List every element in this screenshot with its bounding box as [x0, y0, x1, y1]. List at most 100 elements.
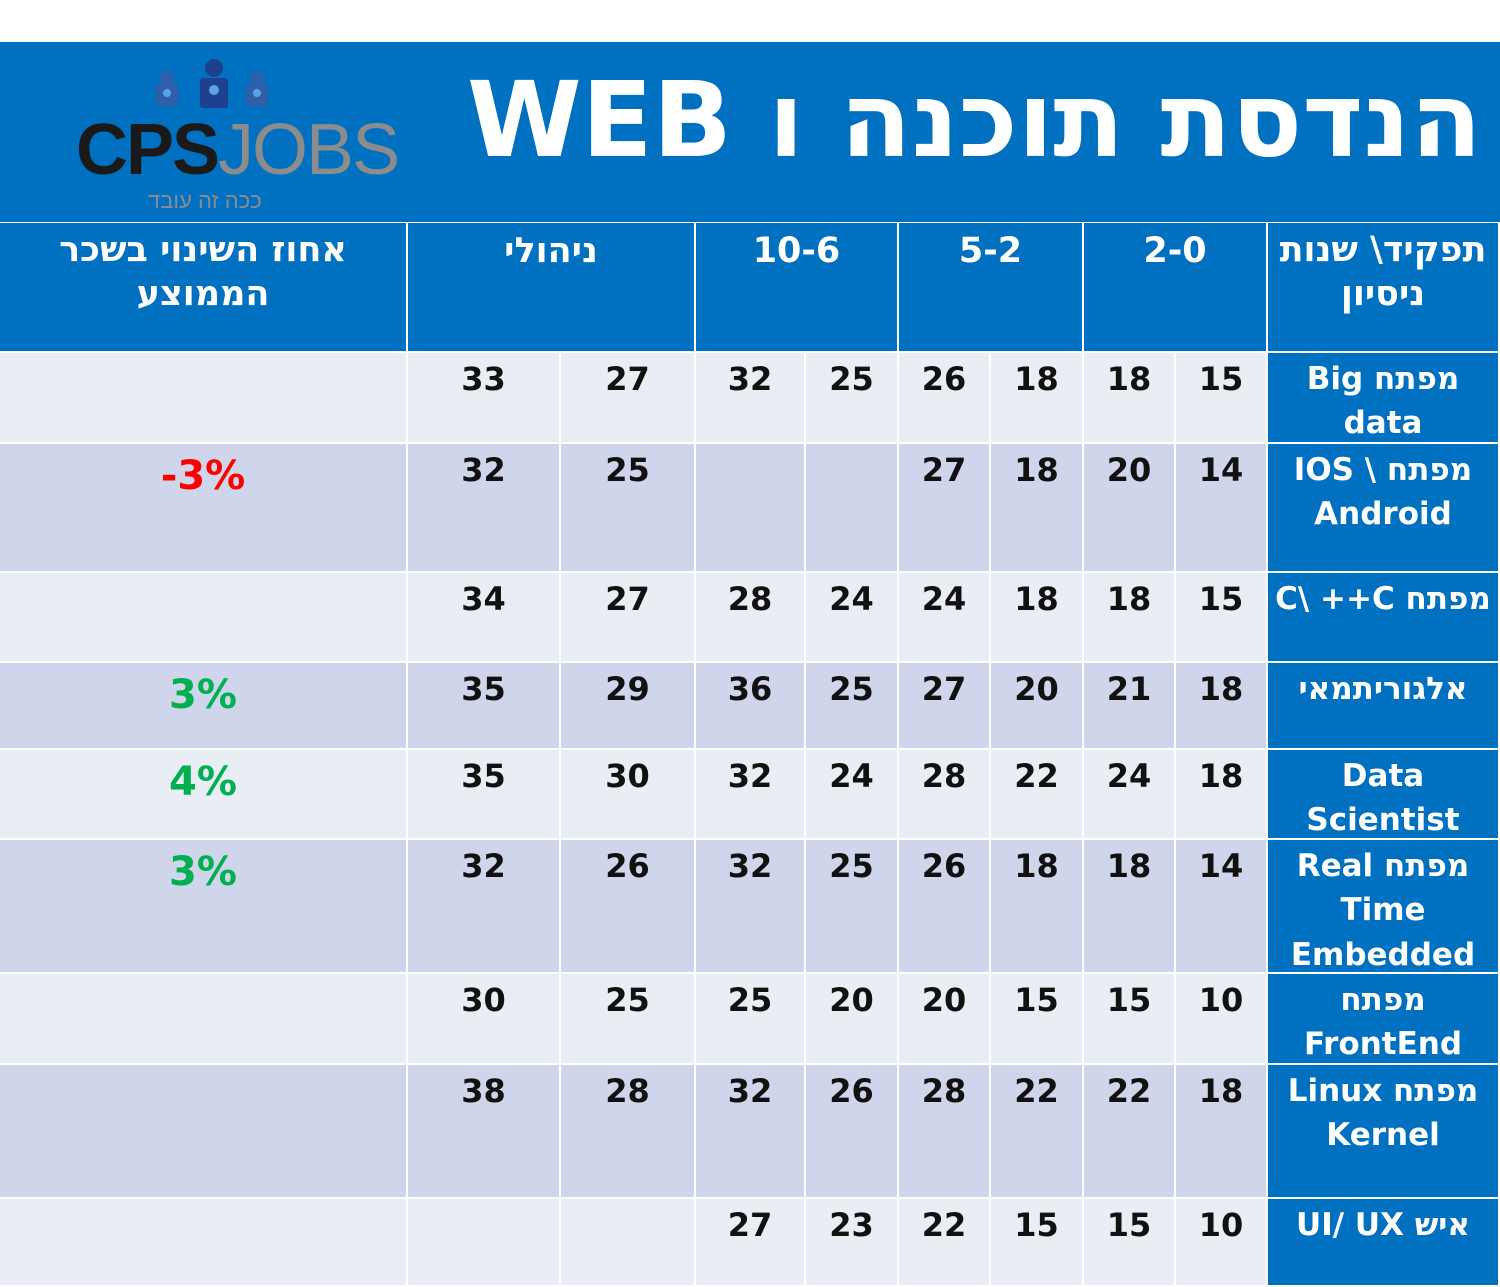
salary-cell: 15 [1084, 974, 1176, 1065]
row-role-label: מפתח Linux Kernel [1268, 1065, 1500, 1199]
salary-cell: 14 [1176, 840, 1268, 974]
salary-cell [806, 444, 899, 573]
salary-cell: 25 [806, 353, 899, 444]
logo-primary: CPS [76, 110, 220, 190]
col-header-exp-6-10: 10-6 [696, 223, 899, 353]
salary-cell: 18 [991, 573, 1084, 663]
salary-cell: 18 [991, 353, 1084, 444]
salary-cell: 21 [1084, 663, 1176, 750]
salary-cell: 24 [899, 573, 991, 663]
salary-cell: 15 [1084, 1199, 1176, 1287]
salary-cell: 28 [899, 1065, 991, 1199]
salary-cell: 18 [1176, 663, 1268, 750]
header-banner: CPSJOBS ככה זה עובד הנדסת תוכנה ו WEB [0, 42, 1500, 222]
salary-cell: 27 [561, 573, 696, 663]
salary-cell: 32 [696, 840, 806, 974]
salary-cell: 27 [899, 444, 991, 573]
salary-change-cell: 4% [0, 750, 408, 840]
col-header-management: ניהולי [408, 223, 696, 353]
salary-cell: 38 [408, 1065, 561, 1199]
salary-change-cell: -3% [0, 444, 408, 573]
salary-cell: 18 [1084, 353, 1176, 444]
salary-cell: 36 [696, 663, 806, 750]
salary-cell: 26 [899, 353, 991, 444]
salary-cell: 26 [899, 840, 991, 974]
salary-cell: 20 [806, 974, 899, 1065]
salary-cell: 30 [561, 750, 696, 840]
page-title: הנדסת תוכנה ו WEB [466, 59, 1482, 181]
salary-cell: 33 [408, 353, 561, 444]
salary-cell: 15 [991, 974, 1084, 1065]
salary-cell: 25 [806, 663, 899, 750]
salary-cell: 25 [561, 974, 696, 1065]
col-header-role: תפקיד\ שנות ניסיון [1268, 223, 1500, 353]
salary-cell: 28 [561, 1065, 696, 1199]
row-role-label: מפתח Real Time Embedded [1268, 840, 1500, 974]
salary-cell: 35 [408, 663, 561, 750]
salary-cell: 18 [1176, 1065, 1268, 1199]
salary-cell: 35 [408, 750, 561, 840]
row-role-label: אלגוריתמאי [1268, 663, 1500, 750]
salary-cell: 29 [561, 663, 696, 750]
row-role-label: מפתח \ IOS Android [1268, 444, 1500, 573]
row-role-label: Data Scientist [1268, 750, 1500, 840]
salary-cell: 22 [1084, 1065, 1176, 1199]
salary-cell: 15 [991, 1199, 1084, 1287]
salary-cell: 10 [1176, 974, 1268, 1065]
company-logo: CPSJOBS ככה זה עובד [62, 54, 400, 219]
salary-cell: 24 [806, 573, 899, 663]
salary-cell: 10 [1176, 1199, 1268, 1287]
salary-cell: 14 [1176, 444, 1268, 573]
logo-tagline: ככה זה עובד [148, 188, 262, 213]
salary-cell: 20 [899, 974, 991, 1065]
salary-cell: 18 [1176, 750, 1268, 840]
salary-cell: 27 [899, 663, 991, 750]
row-role-label: מפתח FrontEnd [1268, 974, 1500, 1065]
salary-cell: 20 [991, 663, 1084, 750]
salary-cell: 32 [696, 750, 806, 840]
salary-table: תפקיד\ שנות ניסיון 2-0 5-2 10-6 ניהולי א… [0, 223, 1500, 1287]
salary-cell: 18 [991, 840, 1084, 974]
salary-change-cell [0, 1065, 408, 1199]
salary-change-cell [0, 353, 408, 444]
salary-cell: 27 [696, 1199, 806, 1287]
salary-cell: 24 [806, 750, 899, 840]
salary-change-cell [0, 974, 408, 1065]
salary-cell: 32 [696, 1065, 806, 1199]
salary-cell: 20 [1084, 444, 1176, 573]
salary-cell [561, 1199, 696, 1287]
salary-cell: 32 [408, 840, 561, 974]
salary-cell: 27 [561, 353, 696, 444]
col-header-change: אחוז השינוי בשכר הממוצע [0, 223, 408, 353]
salary-cell: 28 [696, 573, 806, 663]
salary-cell: 25 [696, 974, 806, 1065]
salary-cell: 32 [408, 444, 561, 573]
salary-cell: 26 [806, 1065, 899, 1199]
puzzle-people-icon [156, 59, 268, 108]
logo-secondary: JOBS [218, 110, 400, 190]
salary-cell: 22 [991, 1065, 1084, 1199]
salary-cell: 26 [561, 840, 696, 974]
salary-cell: 15 [1176, 353, 1268, 444]
col-header-exp-0-2: 2-0 [1084, 223, 1268, 353]
salary-cell: 28 [899, 750, 991, 840]
salary-cell: 18 [1084, 573, 1176, 663]
salary-change-cell [0, 1199, 408, 1287]
salary-cell: 23 [806, 1199, 899, 1287]
salary-cell: 15 [1176, 573, 1268, 663]
salary-cell: 22 [991, 750, 1084, 840]
salary-cell: 25 [806, 840, 899, 974]
salary-change-cell [0, 573, 408, 663]
salary-cell: 24 [1084, 750, 1176, 840]
row-role-label: מפתח Big data [1268, 353, 1500, 444]
salary-cell: 22 [899, 1199, 991, 1287]
col-header-exp-2-5: 5-2 [899, 223, 1084, 353]
salary-cell: 18 [1084, 840, 1176, 974]
salary-change-cell: 3% [0, 663, 408, 750]
row-role-label: איש UI/ UX [1268, 1199, 1500, 1287]
row-role-label: מפתח C\ ++C [1268, 573, 1500, 663]
salary-cell: 25 [561, 444, 696, 573]
salary-cell: 18 [991, 444, 1084, 573]
salary-change-cell: 3% [0, 840, 408, 974]
salary-cell: 32 [696, 353, 806, 444]
